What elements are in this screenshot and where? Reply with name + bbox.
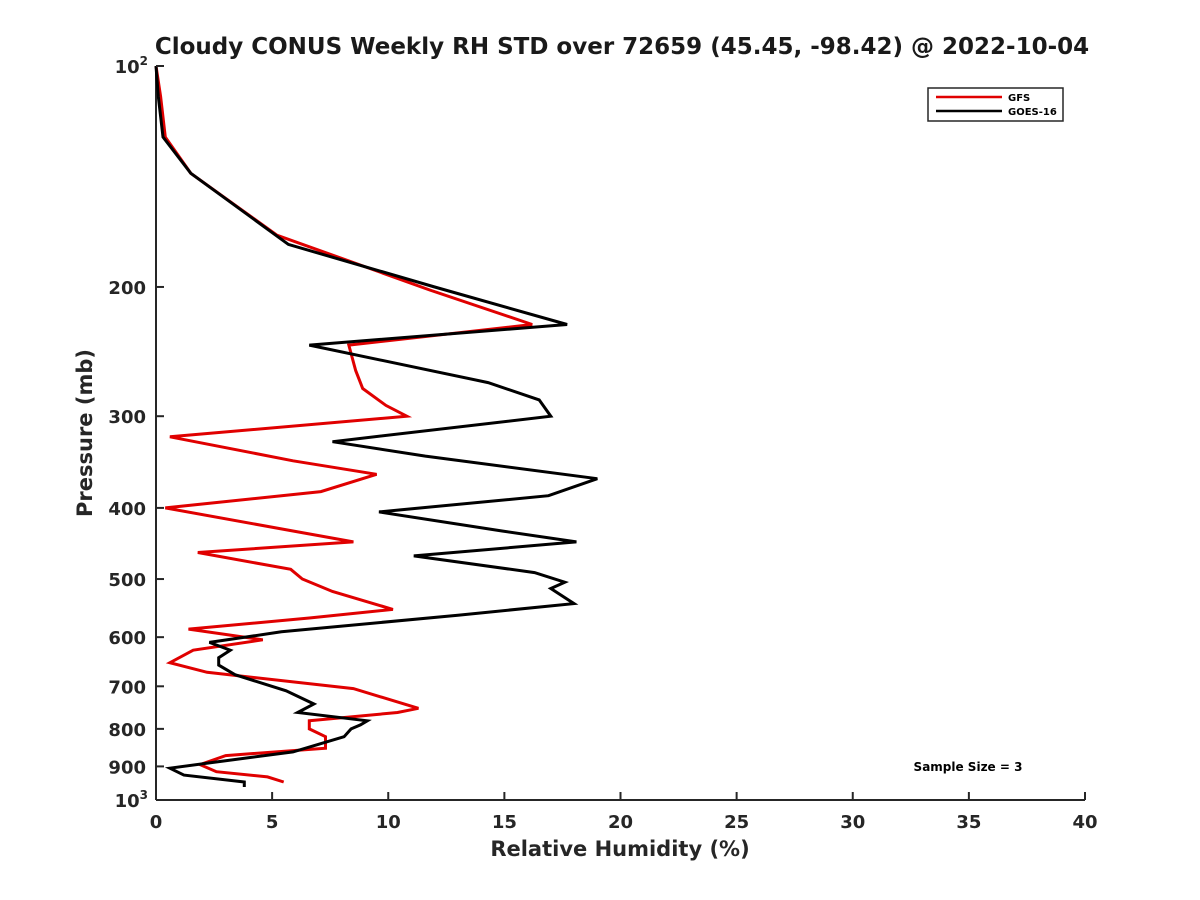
x-tick-label: 5 — [266, 812, 279, 833]
series-line-goes16 — [154, 65, 598, 787]
x-tick-label: 25 — [724, 812, 749, 833]
x-tick-label: 35 — [956, 812, 981, 833]
x-tick-label: 40 — [1072, 812, 1097, 833]
y-tick-label: 400 — [108, 499, 146, 520]
y-tick-label: 900 — [108, 757, 146, 778]
x-tick-label: 30 — [840, 812, 865, 833]
x-tick-label: 20 — [608, 812, 633, 833]
x-tick-label: 0 — [150, 812, 163, 833]
x-tick-label: 15 — [492, 812, 517, 833]
x-axis-ticks: 0 5 10 15 20 25 30 35 40 — [150, 792, 1098, 833]
x-tick-label: 10 — [376, 812, 401, 833]
y-axis-label: Pressure (mb) — [73, 349, 97, 517]
plot-area: 0 5 10 15 20 25 30 35 40 102 200 300 400 500 600 700 80… — [108, 54, 1097, 833]
legend: GFS GOES-16 — [927, 87, 1064, 122]
sample-size-annotation: Sample Size = 3 — [914, 760, 1023, 774]
y-tick-label: 200 — [108, 278, 146, 299]
legend-label-goes16: GOES-16 — [1008, 107, 1057, 118]
y-tick-label: 700 — [108, 677, 146, 698]
legend-box — [927, 87, 1064, 122]
y-tick-label: 300 — [108, 407, 146, 428]
y-tick-label: 600 — [108, 628, 146, 649]
y-axis-ticks: 102 200 300 400 500 600 700 800 900 103 — [108, 54, 164, 812]
x-axis-label: Relative Humidity (%) — [490, 837, 749, 861]
chart-title: Cloudy CONUS Weekly RH STD over 72659 (4… — [155, 34, 1089, 60]
y-tick-label: 500 — [108, 570, 146, 591]
y-tick-label: 800 — [108, 720, 146, 741]
legend-label-gfs: GFS — [1008, 93, 1030, 104]
y-tick-label: 102 — [115, 54, 148, 78]
y-tick-label: 103 — [115, 788, 148, 812]
series-layer — [154, 65, 598, 787]
series-line-gfs — [154, 65, 533, 784]
